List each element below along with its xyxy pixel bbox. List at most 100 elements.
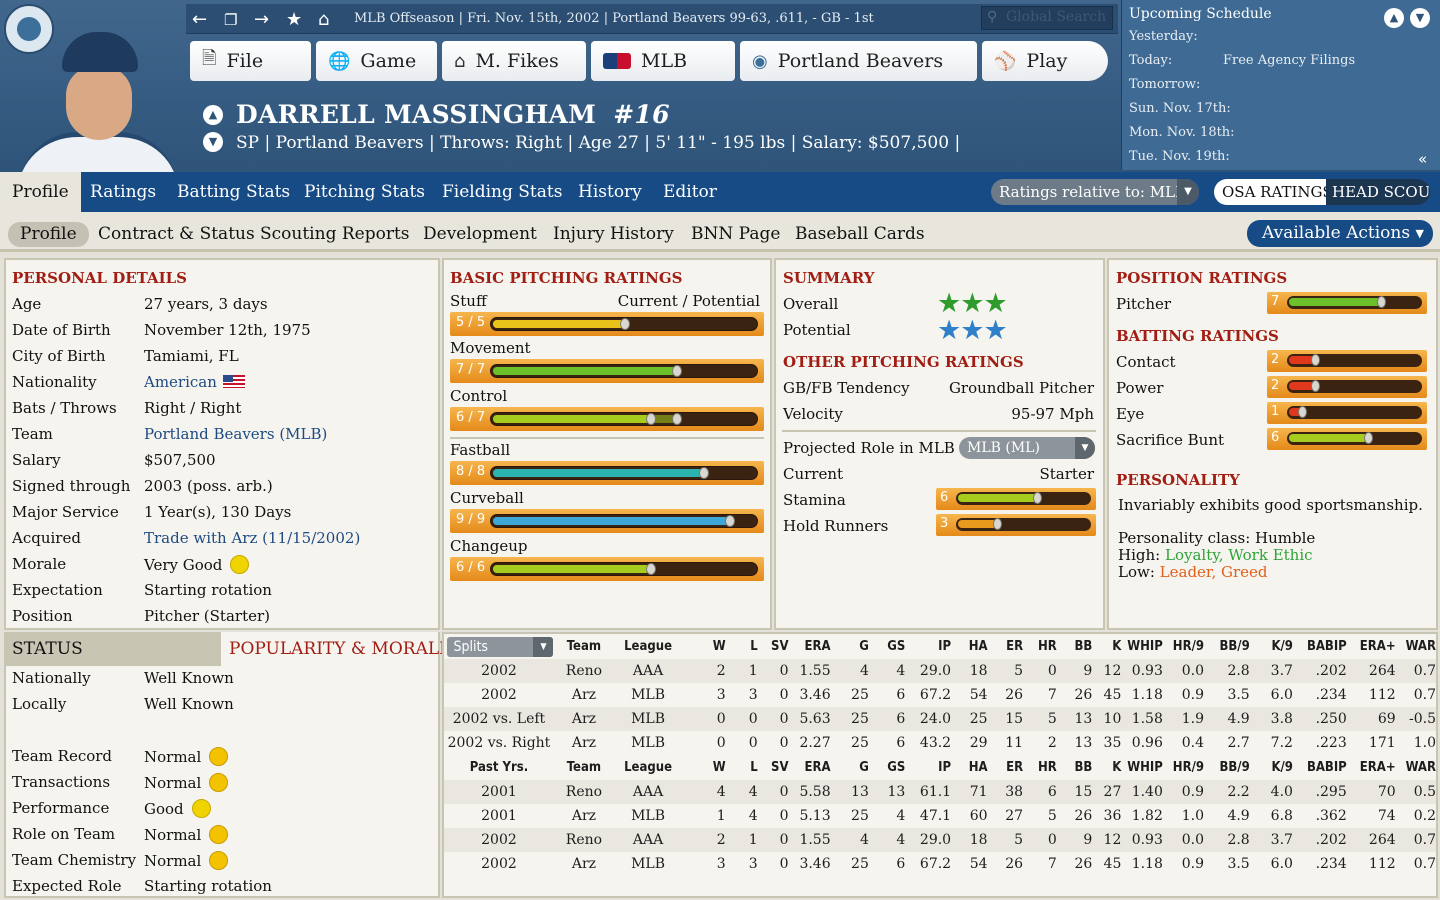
hold-runners-label: Hold Runners <box>783 517 889 535</box>
ratings-relative-select[interactable]: Ratings relative to: MLB ▼ <box>991 179 1199 205</box>
stats-cell: 13 <box>1074 735 1093 751</box>
subtab-scouting-reports[interactable]: Scouting Reports <box>260 224 410 244</box>
back-arrow-icon[interactable]: ← <box>192 9 208 30</box>
status-value: Normal <box>144 747 229 766</box>
stats-cell: 4.0 <box>1249 780 1293 804</box>
rating-knob <box>620 318 630 330</box>
pitch-rating-bar: 6 / 7 <box>450 407 764 431</box>
tab-ratings[interactable]: Ratings <box>90 182 157 202</box>
tab-batting-stats[interactable]: Batting Stats <box>177 182 291 202</box>
stats-cell: Arz <box>553 707 614 731</box>
stats-cell: 18 <box>951 659 988 683</box>
rating-track <box>490 466 758 480</box>
subtab-development[interactable]: Development <box>423 224 537 244</box>
personal-details-title: PERSONAL DETAILS <box>12 269 188 287</box>
tab-popularity-morale[interactable]: POPULARITY & MORALE <box>221 632 452 666</box>
schedule-event[interactable]: Free Agency Filings <box>1223 53 1356 68</box>
player-name: DARRELL MASSINGHAM #16 <box>236 100 670 129</box>
star-icon[interactable]: ★ <box>286 9 303 30</box>
pitching-ratings-title: BASIC PITCHING RATINGS <box>450 269 683 287</box>
current-fill <box>493 367 676 375</box>
rating-value: 2 <box>1271 352 1280 367</box>
stats-cell: 0.93 <box>1121 659 1163 683</box>
schedule-day: Today: <box>1129 53 1173 68</box>
tab-editor[interactable]: Editor <box>663 182 717 202</box>
tab-status[interactable]: STATUS <box>12 639 83 659</box>
subtab-bnn-page[interactable]: BNN Page <box>691 224 781 244</box>
stats-cell: 0 <box>748 735 758 751</box>
stats-cell: 2.2 <box>1204 780 1250 804</box>
schedule-up-icon[interactable]: ▲ <box>1384 8 1404 28</box>
forward-arrow-icon[interactable]: → <box>254 9 270 30</box>
stats-cell: 27 <box>1005 808 1024 824</box>
home-icon[interactable]: ⌂ <box>318 9 330 30</box>
copy-icon[interactable]: ❐ <box>224 11 238 29</box>
stats-cell: 1.82 <box>1131 808 1163 824</box>
hold-runners-bar: 3 <box>936 514 1096 536</box>
manager-menu-button[interactable]: ⌂ M. Fikes <box>442 41 586 81</box>
detail-value: Starting rotation <box>144 581 272 599</box>
splits-select[interactable]: Splits ▼ <box>447 636 554 657</box>
subtab-profile[interactable]: Profile <box>8 222 89 247</box>
schedule-down-icon[interactable]: ▼ <box>1410 8 1430 28</box>
stats-column-header: WHIP <box>1127 639 1163 654</box>
potential-label: Potential <box>783 321 851 339</box>
osa-ratings-toggle[interactable]: OSA RATINGS <box>1214 179 1326 205</box>
projected-role-label: Projected Role in MLB <box>783 439 955 457</box>
stats-column-header: ER <box>1006 639 1024 654</box>
tab-pitching-stats[interactable]: Pitching Stats <box>304 182 426 202</box>
pitch-rating-label: Curveball <box>450 489 524 507</box>
rating-track <box>490 412 758 426</box>
next-player-icon[interactable]: ▼ <box>203 132 223 152</box>
game-menu-button[interactable]: 🌐 Game <box>316 41 437 81</box>
rating-track <box>490 364 758 378</box>
beaver-logo-icon: ◉ <box>752 50 768 72</box>
detail-value-text[interactable]: American <box>144 373 217 391</box>
stats-cell: .223 <box>1315 735 1347 751</box>
tab-fielding-stats[interactable]: Fielding Stats <box>442 182 563 202</box>
detail-value-text[interactable]: Trade with Arz (11/15/2002) <box>144 529 361 547</box>
tab-profile[interactable]: Profile <box>0 172 81 212</box>
mlb-menu-button[interactable]: MLB <box>591 41 735 81</box>
stats-cell: 36 <box>1103 808 1122 824</box>
subtab-contract-status[interactable]: Contract & Status <box>98 224 255 244</box>
stats-cell: AAA <box>613 828 683 852</box>
play-menu-button[interactable]: ⚾ Play <box>982 41 1108 81</box>
stats-cell: -0.5 <box>1395 707 1436 731</box>
stats-cell: 27 <box>1092 780 1122 804</box>
status-label: Nationally <box>12 669 91 687</box>
stats-cell: 15 <box>987 707 1024 731</box>
subtab-injury-history[interactable]: Injury History <box>553 224 674 244</box>
projected-role-select[interactable]: MLB (ML) ▼ <box>959 437 1095 459</box>
stats-cell: 2 <box>1047 735 1057 751</box>
stamina-label: Stamina <box>783 491 846 509</box>
tab-history[interactable]: History <box>578 182 642 202</box>
file-icon: 🗎 <box>202 48 217 69</box>
collapse-schedule-icon[interactable]: « <box>1418 150 1428 168</box>
stats-cell: 6 <box>868 707 906 731</box>
stats-column-header: IP <box>938 639 952 654</box>
stats-column-header: K/9 <box>1271 760 1293 775</box>
subtab-baseball-cards[interactable]: Baseball Cards <box>795 224 925 244</box>
personality-high: High: Loyalty, Work Ethic <box>1118 547 1313 564</box>
head-scout-toggle[interactable]: HEAD SCOUT <box>1326 179 1430 205</box>
schedule-day: Mon. Nov. 18th: <box>1129 125 1235 140</box>
rating-value: 8 / 8 <box>456 464 486 479</box>
baseball-icon: ⚾ <box>994 50 1017 72</box>
file-menu-button[interactable]: 🗎 File <box>190 41 311 81</box>
detail-value-text[interactable]: Portland Beavers (MLB) <box>144 425 328 443</box>
previous-player-icon[interactable]: ▲ <box>203 105 223 125</box>
stats-cell: 25 <box>851 808 869 824</box>
manager-menu-label: M. Fikes <box>475 50 559 72</box>
stats-cell: 15 <box>1056 780 1093 804</box>
team-menu-button[interactable]: ◉ Portland Beavers <box>740 41 977 81</box>
team-logo[interactable] <box>4 4 54 54</box>
detail-label: Date of Birth <box>12 321 111 339</box>
available-actions-button[interactable]: Available Actions ▼ <box>1247 220 1433 247</box>
rating-knob <box>1377 296 1386 308</box>
status-value-text: Normal <box>144 748 202 766</box>
rating-track <box>1287 432 1422 445</box>
stats-column-header: BB/9 <box>1219 760 1250 775</box>
global-search-input[interactable]: ⚲ Global Search <box>981 6 1113 30</box>
stats-cell: 3 <box>748 687 758 703</box>
